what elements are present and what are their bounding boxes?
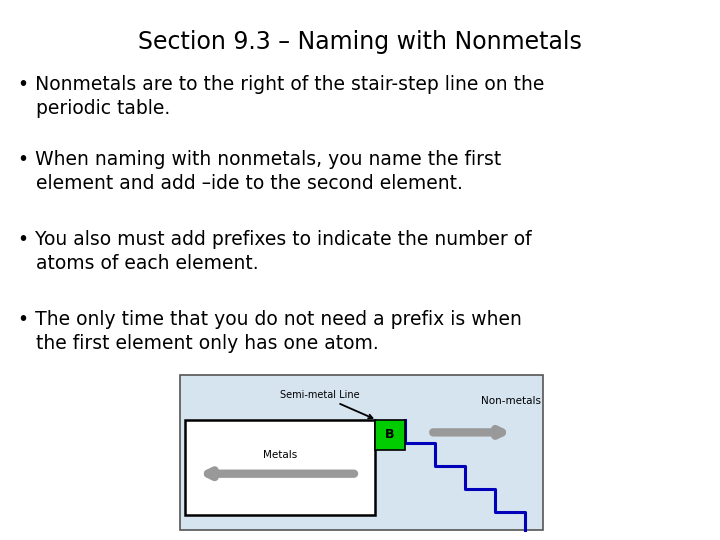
Text: Non-metals: Non-metals: [481, 396, 541, 407]
Bar: [375, 420, 405, 450]
Text: • Nonmetals are to the right of the stair-step line on the
   periodic table.: • Nonmetals are to the right of the stai…: [18, 75, 544, 118]
Text: • The only time that you do not need a prefix is when
   the first element only : • The only time that you do not need a p…: [18, 310, 522, 353]
Text: Section 9.3 – Naming with Nonmetals: Section 9.3 – Naming with Nonmetals: [138, 30, 582, 54]
Text: • You also must add prefixes to indicate the number of
   atoms of each element.: • You also must add prefixes to indicate…: [18, 230, 531, 273]
Text: Semi-metal Line: Semi-metal Line: [280, 390, 372, 418]
Bar: [185, 420, 375, 515]
Text: B: B: [385, 429, 395, 442]
Text: • When naming with nonmetals, you name the first
   element and add –ide to the : • When naming with nonmetals, you name t…: [18, 150, 501, 193]
Text: Metals: Metals: [263, 450, 297, 460]
